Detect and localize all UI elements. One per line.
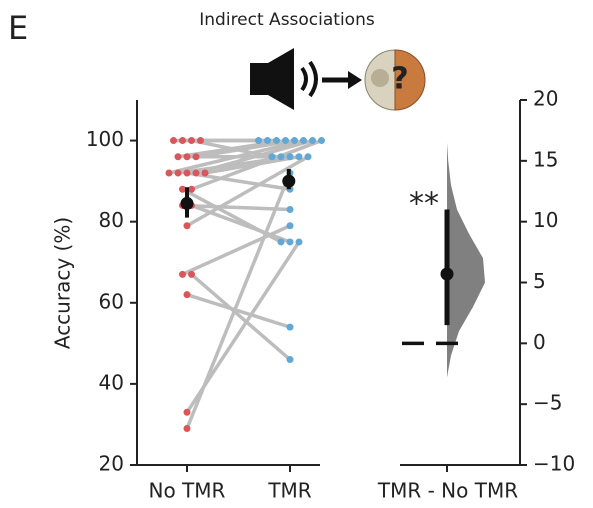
data-point bbox=[309, 137, 316, 145]
y-tick-label: 20 bbox=[99, 452, 124, 476]
data-point bbox=[197, 137, 204, 145]
x-tick-label: TMR bbox=[267, 479, 311, 503]
y-tick-label: 40 bbox=[99, 370, 124, 394]
coin-icon: ? bbox=[364, 49, 426, 111]
panel-label: E bbox=[8, 9, 28, 47]
mean-point bbox=[180, 196, 194, 210]
mean-point bbox=[282, 174, 296, 188]
paired-line bbox=[185, 171, 292, 431]
data-point bbox=[286, 206, 294, 213]
data-point bbox=[286, 238, 294, 246]
svg-text:?: ? bbox=[391, 62, 408, 97]
y-axis-label: Accuracy (%) bbox=[51, 217, 75, 349]
data-point bbox=[170, 137, 177, 145]
data-point bbox=[286, 356, 294, 364]
data-point bbox=[179, 137, 186, 145]
paired-line bbox=[194, 138, 315, 175]
data-point bbox=[318, 137, 325, 145]
data-point bbox=[201, 169, 209, 177]
data-point bbox=[183, 153, 191, 161]
paired-line bbox=[180, 203, 292, 212]
y2-tick-label: 0 bbox=[533, 330, 546, 354]
y2-tick-label: 20 bbox=[533, 87, 558, 111]
data-point bbox=[183, 425, 191, 432]
data-point bbox=[273, 137, 280, 145]
chart-title: Indirect Associations bbox=[199, 10, 375, 30]
data-point bbox=[165, 169, 173, 177]
data-point bbox=[264, 137, 271, 145]
y2-tick-label: 5 bbox=[533, 269, 546, 293]
data-point bbox=[277, 153, 285, 161]
data-point bbox=[277, 238, 285, 246]
significance-annotation: ** bbox=[409, 187, 439, 222]
y2-tick-label: −10 bbox=[533, 452, 575, 476]
data-point bbox=[268, 153, 276, 161]
data-point bbox=[286, 222, 294, 230]
data-point bbox=[286, 323, 294, 331]
paired-line bbox=[185, 292, 292, 329]
y-tick-label: 100 bbox=[86, 127, 124, 151]
data-point bbox=[188, 270, 195, 278]
data-point bbox=[174, 169, 182, 177]
y2-tick-label: 15 bbox=[533, 147, 558, 171]
data-point bbox=[188, 185, 195, 193]
data-point bbox=[183, 291, 191, 299]
data-point bbox=[192, 153, 200, 161]
paired-line bbox=[189, 138, 324, 191]
paired-line bbox=[189, 203, 292, 244]
paired-line bbox=[189, 272, 292, 362]
y2-tick-label: 10 bbox=[533, 208, 558, 232]
y2-tick-label: −5 bbox=[533, 391, 562, 415]
x-tick-label: TMR - No TMR bbox=[377, 479, 518, 503]
data-point bbox=[282, 137, 289, 145]
data-point bbox=[295, 238, 303, 246]
data-point bbox=[255, 137, 262, 145]
paired-line bbox=[185, 155, 310, 228]
data-point bbox=[295, 153, 303, 161]
paired-line bbox=[180, 223, 292, 277]
data-point bbox=[183, 169, 191, 177]
y-tick-label: 60 bbox=[99, 289, 124, 313]
data-point bbox=[183, 222, 191, 230]
data-point bbox=[192, 169, 200, 177]
paired-line bbox=[167, 138, 306, 175]
data-point bbox=[286, 153, 294, 161]
speaker-icon bbox=[250, 48, 318, 110]
data-point bbox=[179, 270, 186, 278]
arrow-icon bbox=[322, 71, 362, 89]
data-point bbox=[179, 185, 186, 193]
effect-mean bbox=[440, 267, 454, 281]
data-point bbox=[304, 153, 312, 161]
data-point bbox=[174, 153, 182, 161]
data-point bbox=[291, 137, 298, 145]
data-point bbox=[300, 137, 307, 145]
data-point bbox=[188, 137, 195, 145]
x-tick-label: No TMR bbox=[149, 479, 226, 503]
data-point bbox=[183, 408, 191, 416]
y-tick-label: 80 bbox=[99, 208, 124, 232]
bootstrap-distribution bbox=[447, 142, 485, 378]
